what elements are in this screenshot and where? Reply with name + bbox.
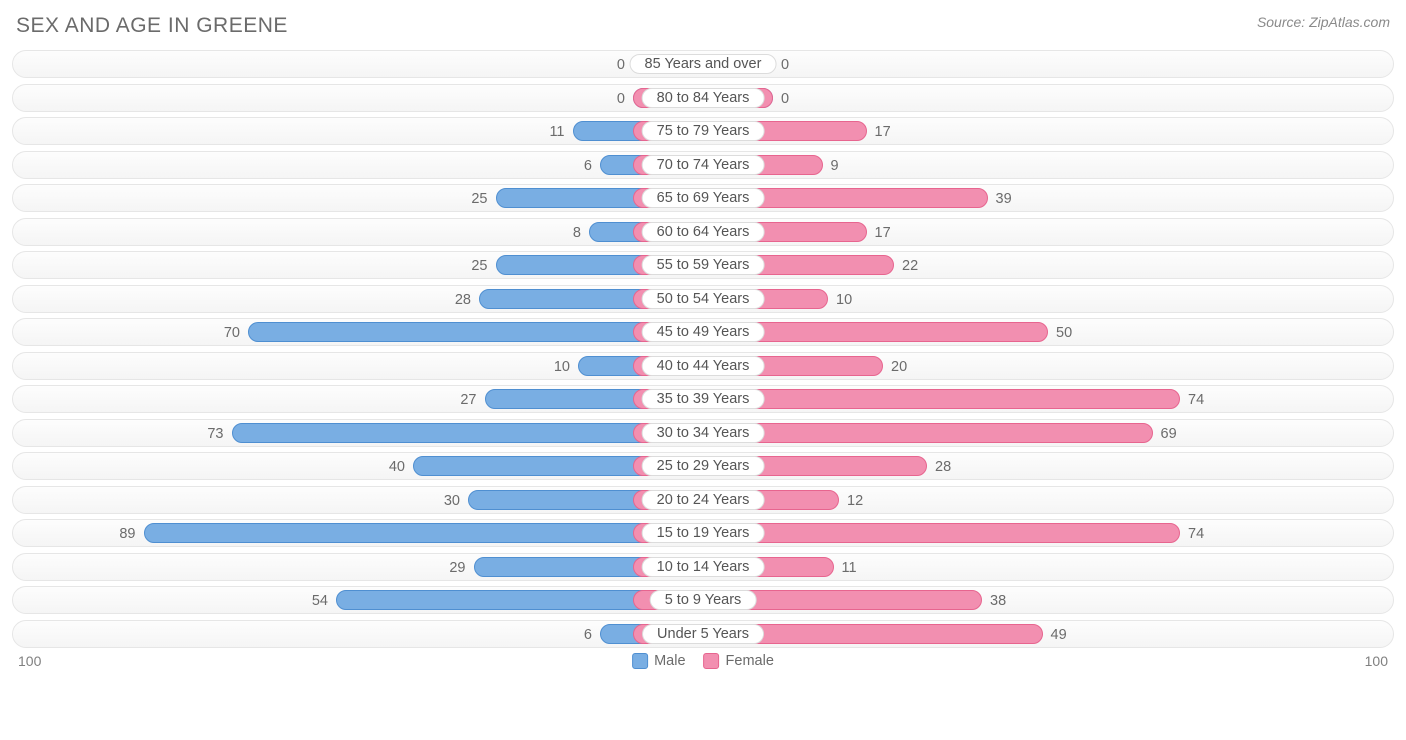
male-value: 40 bbox=[389, 453, 405, 481]
age-row: 10 20 40 to 44 Years bbox=[12, 352, 1394, 380]
axis-max-right: 100 bbox=[1365, 653, 1388, 669]
male-value: 30 bbox=[444, 487, 460, 515]
age-row: 0 085 Years and over bbox=[12, 50, 1394, 78]
female-value: 17 bbox=[875, 219, 891, 247]
male-value: 25 bbox=[471, 185, 487, 213]
age-label: 65 to 69 Years bbox=[642, 188, 765, 208]
age-label: 60 to 64 Years bbox=[642, 222, 765, 242]
age-row: 73 69 30 to 34 Years bbox=[12, 419, 1394, 447]
age-label: 10 to 14 Years bbox=[642, 557, 765, 577]
male-value: 70 bbox=[224, 319, 240, 347]
male-value: 54 bbox=[312, 587, 328, 615]
male-value: 11 bbox=[549, 118, 564, 146]
age-row: 8 17 60 to 64 Years bbox=[12, 218, 1394, 246]
female-value: 28 bbox=[935, 453, 951, 481]
age-row: 25 39 65 to 69 Years bbox=[12, 184, 1394, 212]
female-value: 39 bbox=[996, 185, 1012, 213]
legend-label: Female bbox=[726, 653, 774, 669]
legend-item: Female bbox=[704, 653, 774, 669]
age-label: 30 to 34 Years bbox=[642, 423, 765, 443]
female-value: 50 bbox=[1056, 319, 1072, 347]
chart-legend: Male Female bbox=[632, 653, 774, 669]
chart-header: SEX AND AGE IN GREENE Source: ZipAtlas.c… bbox=[12, 14, 1394, 38]
age-row: 28 10 50 to 54 Years bbox=[12, 285, 1394, 313]
male-value: 10 bbox=[554, 353, 570, 381]
female-value: 74 bbox=[1188, 520, 1204, 548]
age-label: 35 to 39 Years bbox=[642, 389, 765, 409]
female-value: 22 bbox=[902, 252, 918, 280]
female-value: 0 bbox=[781, 51, 789, 79]
male-value: 28 bbox=[455, 286, 471, 314]
female-value: 10 bbox=[836, 286, 852, 314]
age-row: 89 74 15 to 19 Years bbox=[12, 519, 1394, 547]
female-value: 20 bbox=[891, 353, 907, 381]
female-value: 74 bbox=[1188, 386, 1204, 414]
male-value: 29 bbox=[449, 554, 465, 582]
female-value: 11 bbox=[842, 554, 857, 582]
age-row: 6 9 70 to 74 Years bbox=[12, 151, 1394, 179]
age-label: 20 to 24 Years bbox=[642, 490, 765, 510]
age-label: 55 to 59 Years bbox=[642, 255, 765, 275]
age-label: 70 to 74 Years bbox=[642, 155, 765, 175]
age-label: Under 5 Years bbox=[642, 624, 764, 644]
female-value: 69 bbox=[1161, 420, 1177, 448]
male-value: 25 bbox=[471, 252, 487, 280]
age-row: 29 11 10 to 14 Years bbox=[12, 553, 1394, 581]
age-label: 50 to 54 Years bbox=[642, 289, 765, 309]
legend-item: Male bbox=[632, 653, 685, 669]
female-value: 38 bbox=[990, 587, 1006, 615]
legend-swatch bbox=[704, 653, 720, 669]
axis-max-left: 100 bbox=[18, 653, 41, 669]
age-row: 11 17 75 to 79 Years bbox=[12, 117, 1394, 145]
male-value: 89 bbox=[119, 520, 135, 548]
chart-rows: 0 085 Years and over0 0 80 to 84 Years 11 17 7… bbox=[12, 50, 1394, 648]
age-row: 0 0 80 to 84 Years bbox=[12, 84, 1394, 112]
legend-swatch bbox=[632, 653, 648, 669]
chart-footer: 100 Male Female 100 bbox=[12, 653, 1394, 675]
legend-label: Male bbox=[654, 653, 685, 669]
age-row: 25 22 55 to 59 Years bbox=[12, 251, 1394, 279]
age-row: 6 49 Under 5 Years bbox=[12, 620, 1394, 648]
population-pyramid-chart: SEX AND AGE IN GREENE Source: ZipAtlas.c… bbox=[0, 0, 1406, 683]
age-label: 85 Years and over bbox=[630, 54, 777, 74]
chart-source: Source: ZipAtlas.com bbox=[1257, 14, 1390, 30]
female-value: 12 bbox=[847, 487, 863, 515]
female-value: 49 bbox=[1051, 621, 1067, 649]
female-value: 17 bbox=[875, 118, 891, 146]
age-label: 75 to 79 Years bbox=[642, 121, 765, 141]
male-value: 73 bbox=[207, 420, 223, 448]
male-value: 8 bbox=[573, 219, 581, 247]
age-label: 40 to 44 Years bbox=[642, 356, 765, 376]
male-value: 27 bbox=[460, 386, 476, 414]
age-label: 15 to 19 Years bbox=[642, 523, 765, 543]
male-value: 6 bbox=[584, 621, 592, 649]
female-value: 0 bbox=[781, 85, 789, 113]
male-value: 0 bbox=[617, 51, 625, 79]
age-label: 45 to 49 Years bbox=[642, 322, 765, 342]
age-row: 27 74 35 to 39 Years bbox=[12, 385, 1394, 413]
age-label: 5 to 9 Years bbox=[650, 590, 757, 610]
male-value: 0 bbox=[617, 85, 625, 113]
age-label: 80 to 84 Years bbox=[642, 88, 765, 108]
age-row: 40 28 25 to 29 Years bbox=[12, 452, 1394, 480]
age-row: 54 38 5 to 9 Years bbox=[12, 586, 1394, 614]
chart-title: SEX AND AGE IN GREENE bbox=[16, 14, 288, 38]
age-row: 70 50 45 to 49 Years bbox=[12, 318, 1394, 346]
age-row: 30 12 20 to 24 Years bbox=[12, 486, 1394, 514]
age-label: 25 to 29 Years bbox=[642, 456, 765, 476]
male-value: 6 bbox=[584, 152, 592, 180]
female-value: 9 bbox=[831, 152, 839, 180]
